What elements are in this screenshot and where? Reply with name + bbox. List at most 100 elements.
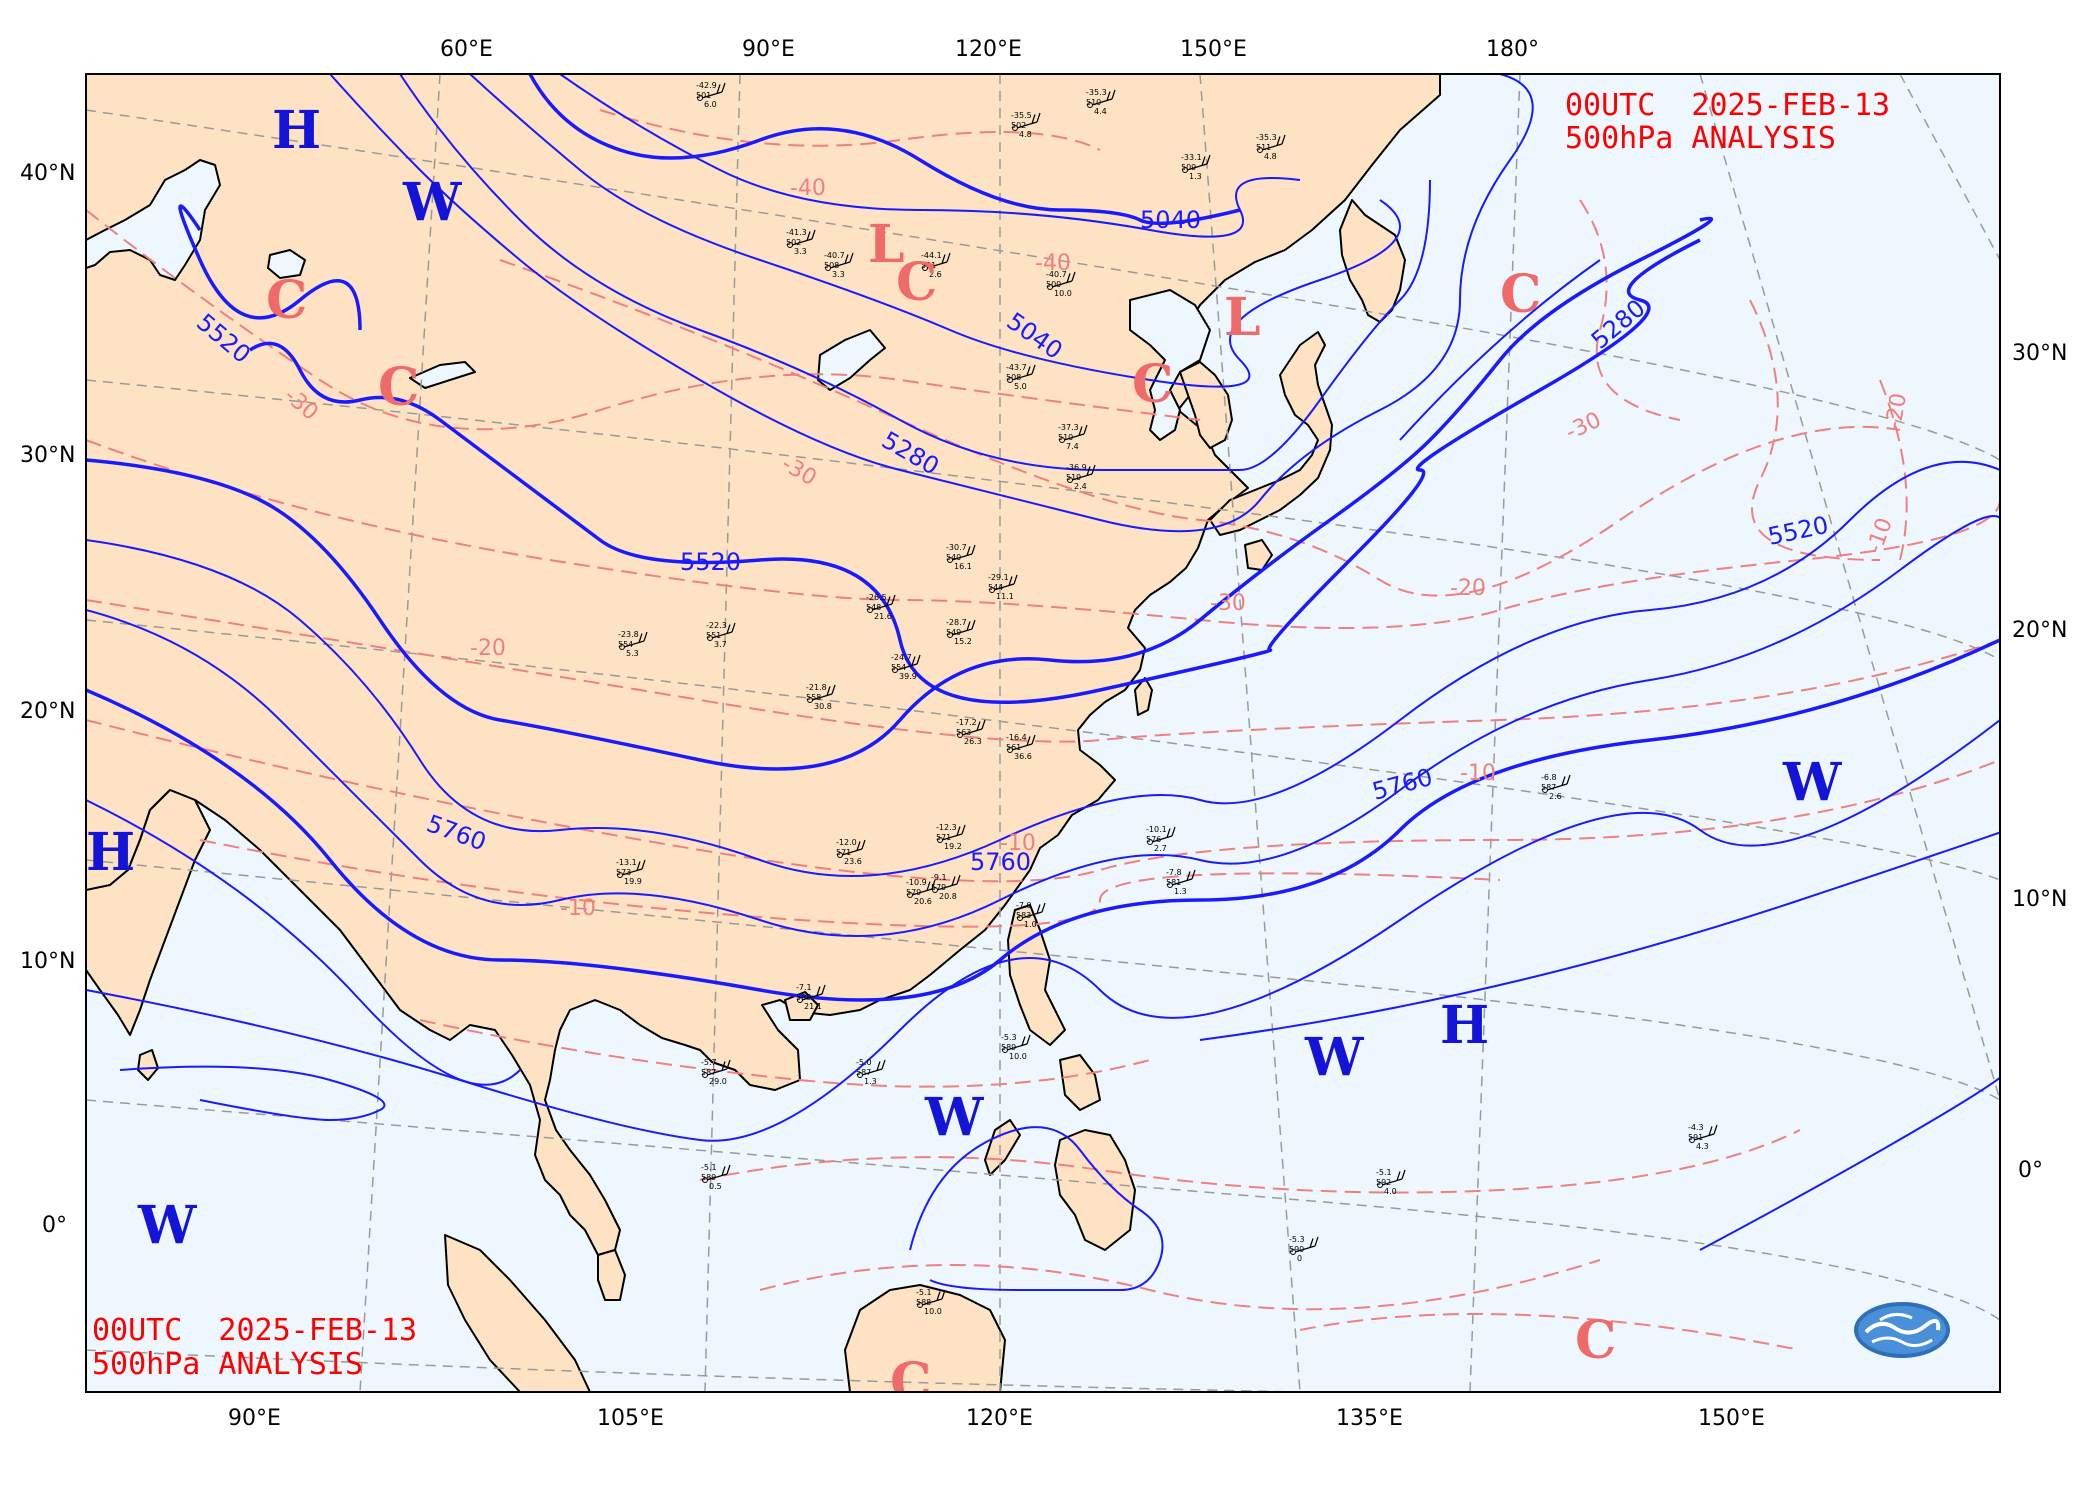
pressure-system-labels: H W C C L C C L C H W W W H W C C	[86, 100, 1843, 1392]
station-value: -37.3	[1058, 423, 1079, 432]
height-contours-bold	[86, 74, 2000, 1002]
wind-barb-feather	[1201, 156, 1206, 166]
station-value: -6.8	[1541, 773, 1557, 782]
station-value: -29.1	[988, 573, 1009, 582]
cold-marker: C	[896, 252, 937, 313]
right-lat-label: 30°N	[2012, 341, 2067, 366]
station-value: 15.2	[954, 637, 972, 646]
wind-barb-feather	[1021, 1036, 1026, 1046]
wind-barb-feather	[1309, 1238, 1314, 1248]
bottom-lon-label: 135°E	[1336, 1406, 1403, 1431]
high-marker: H	[1440, 995, 1489, 1056]
wind-barb-feather	[946, 252, 951, 263]
station-value: -9.1	[931, 873, 947, 882]
wind-barb-feather	[881, 1059, 886, 1070]
left-lat-label: 0°	[42, 1213, 67, 1238]
station-value: 589	[1001, 1043, 1016, 1052]
wind-barb-feather	[956, 874, 961, 885]
warm-marker: W	[137, 1195, 198, 1256]
wind-barb-feather	[831, 684, 836, 695]
station-value: 1.3	[864, 1077, 877, 1086]
station-value: 5.3	[626, 649, 639, 658]
wind-barb-feather	[961, 824, 966, 835]
wind-barb	[1011, 743, 1033, 751]
japan	[1209, 331, 1333, 536]
wind-barb-feather	[849, 252, 854, 263]
station-value: -7.9	[1016, 901, 1032, 910]
temp-label: -40	[1035, 251, 1071, 276]
station-value: 3.7	[714, 640, 727, 649]
wind-barb-feather	[886, 596, 891, 606]
station-value: -41.3	[786, 228, 807, 237]
station-value: 1.0	[1024, 920, 1037, 929]
wind-barb-feather	[1031, 114, 1036, 124]
wind-barb	[1261, 143, 1283, 151]
station-value: 7.4	[1066, 442, 1079, 451]
station-value: -42.9	[696, 81, 717, 90]
station-value: 19.2	[944, 842, 962, 851]
station-value: 500	[1046, 280, 1061, 289]
station-value: 508	[824, 261, 839, 270]
wind-barb-feather	[856, 841, 861, 851]
station-value: 511	[1256, 143, 1271, 152]
wind-barb	[811, 693, 833, 701]
kyushu	[1244, 539, 1273, 571]
station-value: 10.0	[1009, 1052, 1027, 1061]
station-value: 587	[856, 1068, 871, 1077]
wind-barb-feather	[643, 631, 648, 642]
wind-barb	[621, 868, 643, 876]
station-value: 540	[946, 553, 961, 562]
wind-barb	[1006, 1043, 1028, 1051]
right-lat-label: 10°N	[2012, 887, 2067, 912]
top-lon-label: 150°E	[1180, 37, 1247, 62]
wind-barb-feather	[1111, 89, 1116, 100]
high-marker: H	[272, 100, 321, 161]
station-value: 4.3	[1696, 1142, 1709, 1151]
station-value: 26.3	[964, 737, 982, 746]
wind-barb	[711, 631, 733, 639]
station-value: 508	[1006, 373, 1021, 382]
wind-barb-feather	[1078, 426, 1083, 436]
bottom-lon-label: 105°E	[597, 1406, 664, 1431]
station-value: 3.3	[794, 247, 807, 256]
wind-barb-feather	[1026, 366, 1031, 376]
wind-barb-feather	[956, 826, 961, 836]
wind-barb-feather	[971, 619, 976, 630]
luzon	[1007, 904, 1066, 1046]
wind-barb-feather	[636, 861, 641, 871]
cold-marker: C	[1575, 1310, 1616, 1371]
wind-barb-feather	[931, 879, 936, 890]
wind-barb-feather	[876, 1061, 881, 1071]
wind-barb	[829, 261, 851, 269]
wind-barb-feather	[916, 654, 921, 665]
wind-barb-feather	[1031, 364, 1036, 375]
station-value: 591	[1688, 1133, 1703, 1142]
wind-barb-feather	[1713, 1124, 1718, 1135]
wind-barb	[1051, 280, 1073, 288]
wind-barb	[701, 91, 723, 99]
warm-marker: W	[1304, 1027, 1365, 1088]
warm-marker: W	[924, 1087, 985, 1148]
wind-barb-feather	[1191, 869, 1196, 880]
cold-marker: C	[1132, 354, 1173, 415]
wind-barb	[896, 663, 918, 671]
station-value: 549	[946, 628, 961, 637]
height-label: 5760	[970, 848, 1031, 876]
wind-barb	[961, 728, 983, 736]
